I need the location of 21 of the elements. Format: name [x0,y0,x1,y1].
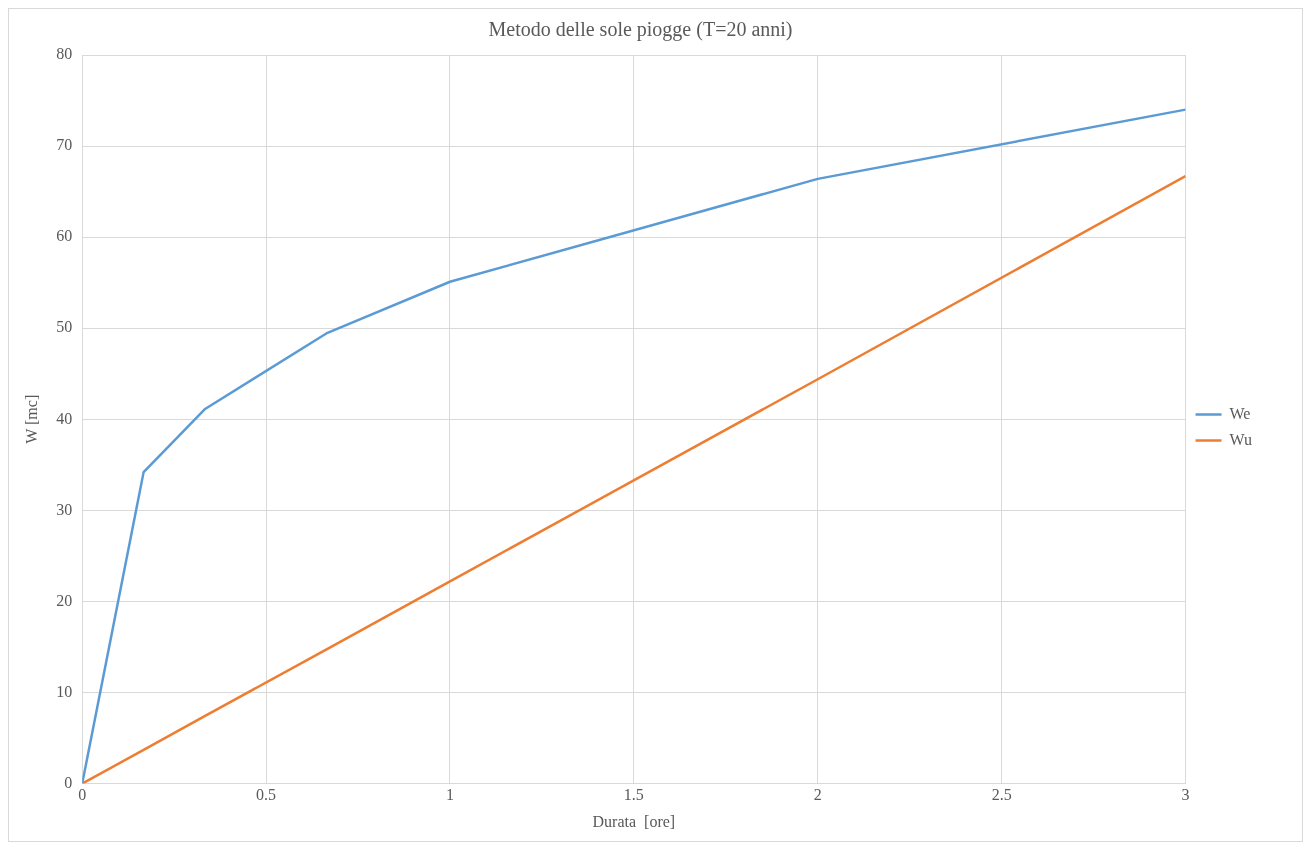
y-tick-label: 20 [56,591,73,609]
y-tick-label: 60 [56,227,73,245]
y-tick-label: 0 [64,773,73,791]
x-tick-label: 2.5 [991,786,1012,804]
legend-label: We [1229,404,1251,422]
y-tick-label: 10 [56,682,73,700]
x-tick-label: 0 [78,786,87,804]
legend-label: Wu [1229,430,1253,448]
y-tick-label: 40 [56,409,73,427]
x-tick-label: 1 [445,786,454,804]
y-tick-label: 70 [56,136,73,154]
y-axis-title: W [mc] [22,394,40,444]
y-tick-label: 30 [56,500,73,518]
x-tick-label: 2 [813,786,822,804]
x-axis-title: Durata [ore] [592,812,676,830]
x-tick-label: 1.5 [623,786,644,804]
y-tick-label: 80 [56,45,73,63]
x-tick-label: 0.5 [256,786,277,804]
chart-title: Metodo delle sole piogge (T=20 anni) [488,18,793,42]
x-tick-label: 3 [1181,786,1190,804]
y-tick-label: 50 [56,318,73,336]
